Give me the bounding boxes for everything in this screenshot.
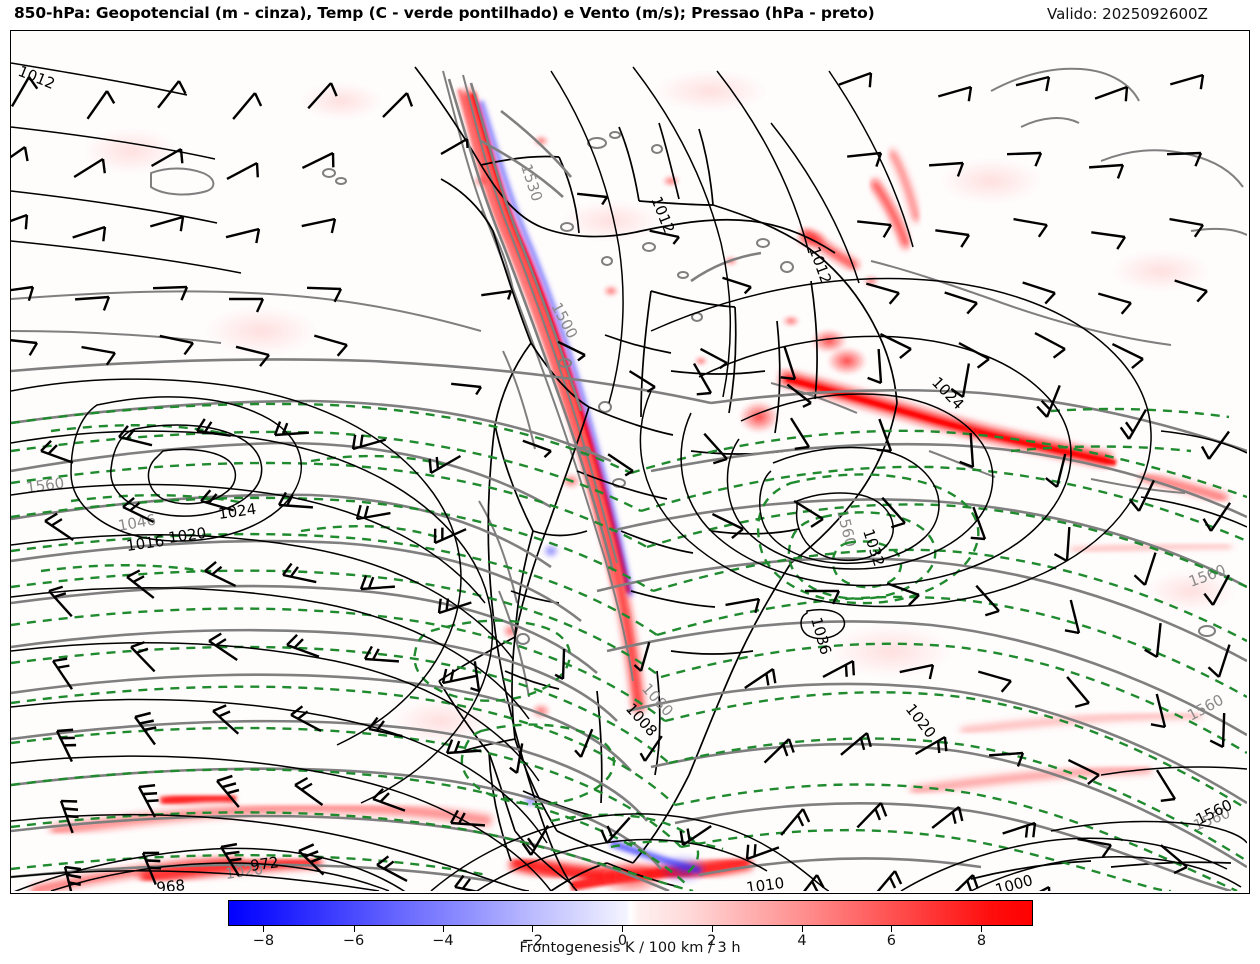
colorbar-title: Frontogenesis K / 100 km / 3 h	[519, 940, 741, 956]
colorbar-tick-label: 0	[617, 933, 628, 949]
map-canvas: 1560 1560 1560 1560 1530 1500 1560 1080 …	[11, 31, 1247, 891]
svg-text:968: 968	[156, 876, 186, 891]
colorbar-tick-label: 8	[976, 933, 987, 949]
colorbar-ticks: −8 −6 −4 −2 0 2 4 6 8	[228, 926, 1033, 949]
temperature-layer	[11, 402, 1247, 891]
colorbar-tick-label: −6	[342, 933, 365, 949]
svg-text:1024: 1024	[217, 500, 257, 523]
valid-time-label: Valido: 2025092600Z	[1047, 5, 1208, 23]
svg-text:1010: 1010	[745, 874, 785, 891]
colorbar-tick-label: 2	[707, 933, 717, 949]
colorbar-tick-label: −2	[521, 933, 543, 949]
colorbar-tick-label: 6	[886, 933, 896, 949]
colorbar-tick-label: −8	[252, 933, 275, 949]
svg-text:1016: 1016	[125, 532, 165, 555]
colorbar	[228, 900, 1033, 926]
svg-text:964: 964	[224, 890, 254, 891]
svg-text:1020: 1020	[224, 860, 264, 883]
map-background	[11, 31, 1247, 891]
svg-text:972: 972	[249, 853, 280, 875]
colorbar-tick-label: −4	[432, 933, 454, 949]
svg-text:1020: 1020	[167, 524, 207, 547]
map-panel: 1560 1560 1560 1560 1530 1500 1560 1080 …	[10, 30, 1250, 894]
chart-header: 850-hPa: Geopotencial (m - cinza), Temp …	[0, 0, 1260, 28]
colorbar-tick-label: 4	[797, 933, 807, 949]
page-title: 850-hPa: Geopotencial (m - cinza), Temp …	[14, 4, 875, 22]
